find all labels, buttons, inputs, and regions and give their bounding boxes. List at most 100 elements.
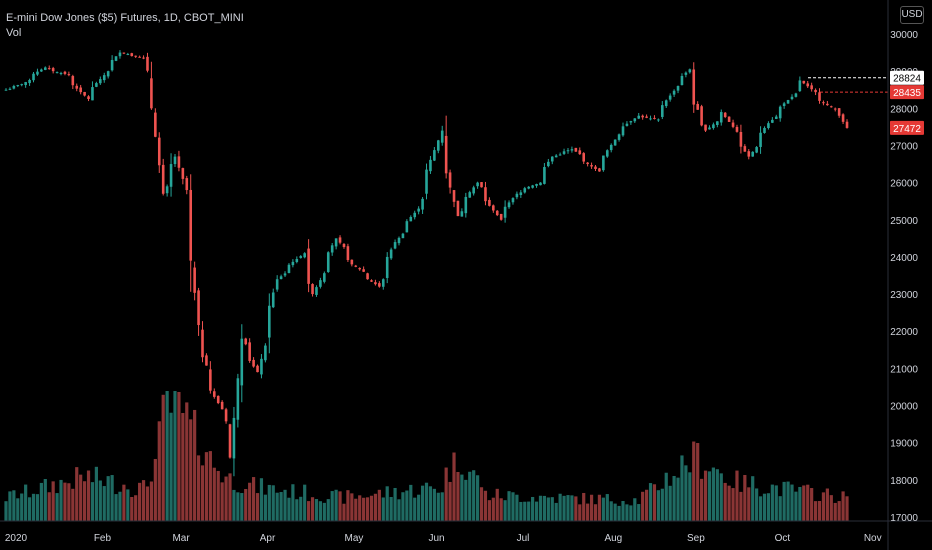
candle-body: [488, 199, 491, 206]
candle: [676, 85, 680, 94]
volume-bar: [114, 494, 118, 521]
candle: [488, 197, 491, 207]
candle: [32, 71, 35, 83]
volume-bar: [16, 498, 20, 521]
candle: [393, 239, 397, 250]
candle-body: [637, 115, 641, 119]
candle-body: [358, 268, 361, 270]
volume-bar: [810, 488, 814, 521]
candle-body: [499, 213, 503, 220]
y-tick-label: 19000: [890, 439, 918, 450]
candle-body: [437, 140, 440, 151]
candle: [550, 156, 554, 165]
volume-bar: [483, 490, 488, 521]
x-tick-label: Sep: [687, 533, 705, 544]
x-tick-label: Mar: [172, 533, 190, 544]
candle-body: [342, 243, 346, 248]
volume-bar: [232, 489, 236, 521]
y-tick-label: 28000: [890, 104, 918, 115]
candle-body: [220, 401, 224, 410]
candle-body: [374, 282, 377, 285]
volume-bar: [141, 480, 146, 521]
candle: [562, 148, 566, 155]
volume-bar: [12, 490, 16, 521]
candle: [28, 78, 31, 86]
candle-body: [704, 124, 707, 131]
candle: [106, 70, 110, 79]
candle: [224, 407, 228, 424]
candle-body: [44, 67, 47, 70]
volume-bar: [613, 503, 617, 521]
candle-body: [165, 186, 169, 194]
volume-bar: [275, 492, 279, 521]
candle-body: [794, 93, 798, 97]
candle: [723, 112, 727, 119]
candle-body: [448, 172, 452, 188]
volume-bar: [236, 492, 240, 521]
candle: [531, 184, 534, 189]
volume-bar: [660, 488, 664, 521]
candle-body: [429, 159, 432, 172]
candle: [637, 113, 641, 120]
candle-body: [810, 85, 813, 90]
candle: [142, 55, 145, 60]
candle: [617, 133, 621, 142]
volume-bar: [782, 481, 786, 521]
volume-bar: [562, 495, 566, 521]
candle: [248, 338, 251, 363]
volume-bar: [570, 495, 574, 521]
candle-body: [299, 256, 303, 258]
candle: [240, 324, 244, 403]
volume-bar: [138, 482, 142, 521]
candle-body: [570, 149, 574, 151]
volume-bar: [35, 494, 40, 521]
candle: [350, 259, 354, 267]
candle-body: [114, 56, 118, 61]
candle-body: [452, 190, 456, 202]
volume-bar: [365, 497, 370, 521]
volume-bar: [432, 488, 436, 521]
volume-bar: [47, 492, 51, 521]
volume-bar: [472, 470, 476, 521]
volume-bar: [338, 491, 342, 521]
volume-bar: [263, 494, 267, 521]
candle: [700, 104, 703, 127]
volume-bar: [413, 497, 417, 521]
candle-body: [205, 355, 208, 366]
candle-body: [531, 185, 534, 188]
candle-body: [354, 265, 358, 267]
candle-body: [657, 119, 660, 121]
volume-bar: [495, 488, 499, 521]
candle: [362, 266, 365, 273]
candle: [110, 55, 114, 72]
candle-body: [763, 127, 766, 133]
candle-body: [539, 182, 542, 186]
volume-bar: [31, 493, 36, 521]
candle: [719, 109, 723, 126]
candle: [594, 165, 597, 172]
volume-bar: [24, 484, 28, 521]
candle-body: [731, 122, 735, 127]
currency-button[interactable]: USD: [900, 6, 924, 24]
candle: [566, 148, 570, 154]
volume-bar: [468, 471, 472, 521]
candle-body: [444, 135, 448, 174]
y-tick-label: 22000: [890, 327, 918, 338]
candle: [409, 215, 413, 222]
candle-body: [464, 196, 468, 214]
candle-body: [798, 80, 802, 92]
candle: [798, 76, 802, 92]
candle-body: [814, 89, 817, 93]
candle: [802, 80, 806, 85]
candle: [507, 200, 511, 209]
candle: [323, 271, 326, 284]
candle: [696, 101, 699, 110]
candle: [287, 263, 291, 274]
candle: [244, 337, 248, 346]
candle-body: [472, 187, 475, 194]
candle: [197, 287, 200, 336]
volume-bar: [51, 481, 55, 521]
candle: [295, 256, 299, 264]
candle: [668, 93, 672, 102]
